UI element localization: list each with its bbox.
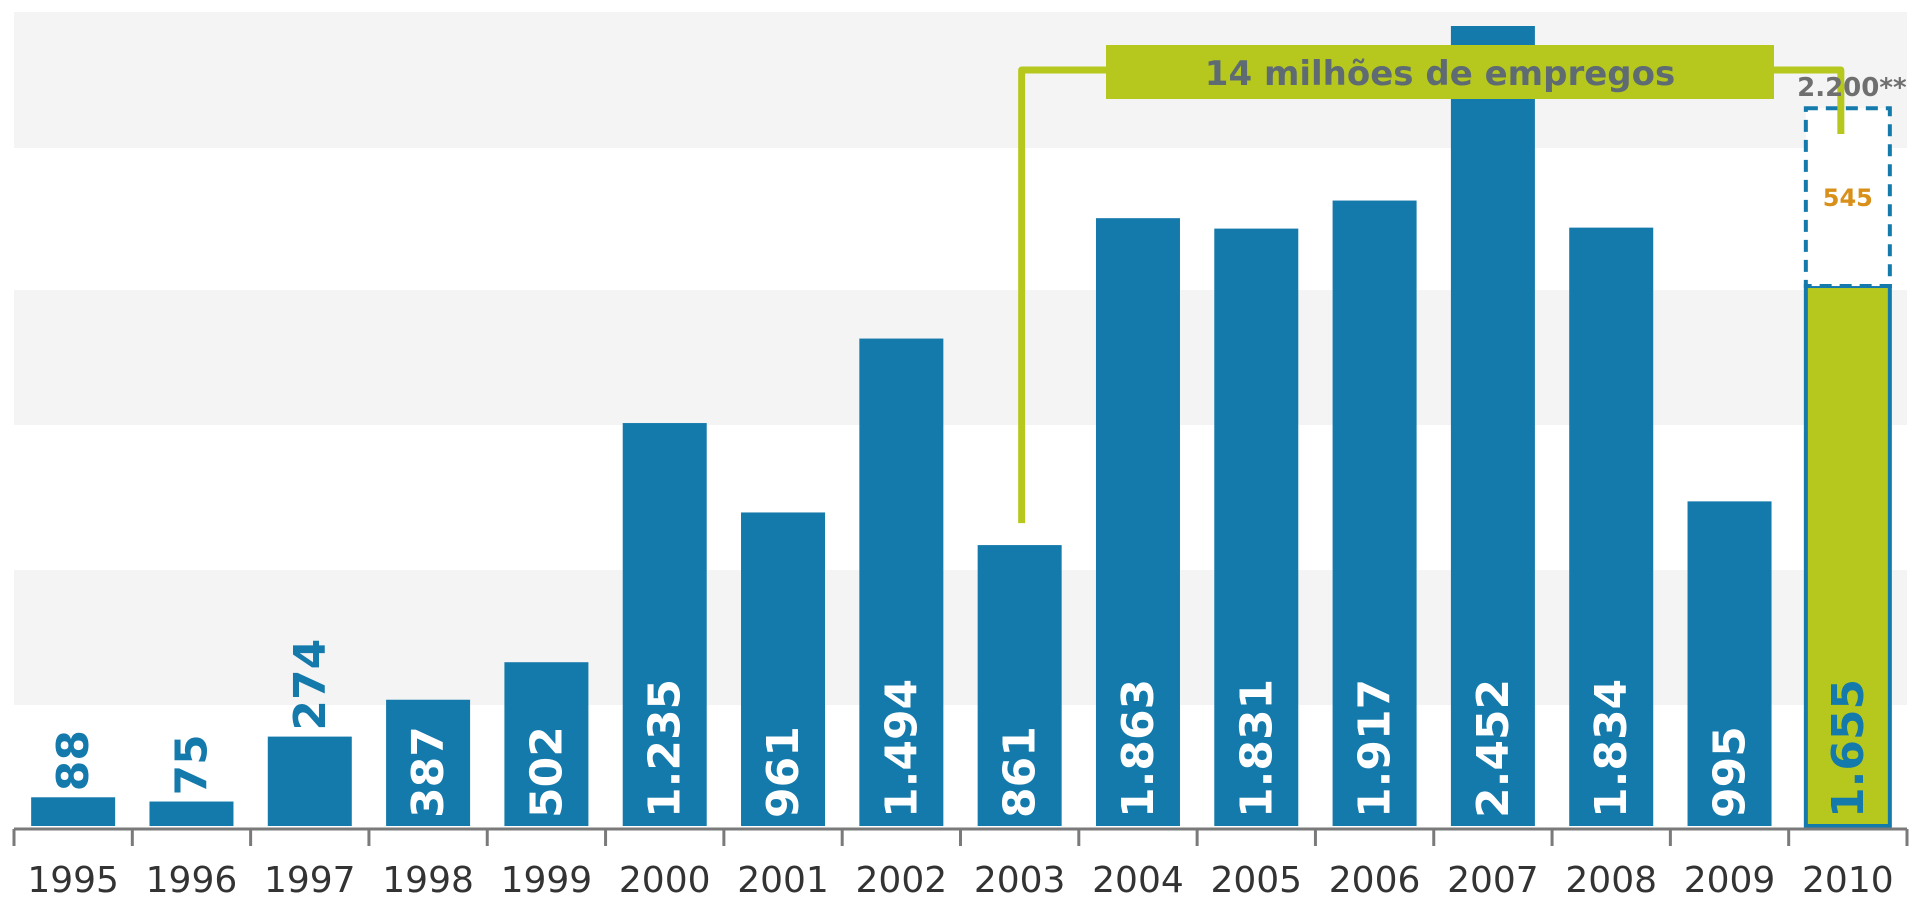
x-tick-label-2008: 2008	[1565, 860, 1657, 901]
bar-2010	[1803, 284, 1892, 828]
annotation-group: 14 milhões de empregos	[1018, 45, 1845, 524]
bar-2008	[1569, 227, 1654, 826]
x-tick-label-1998: 1998	[382, 860, 474, 901]
value-label-2010: 1.655	[1823, 679, 1874, 818]
x-tick-label-2005: 2005	[1210, 860, 1302, 901]
value-label-2002: 1.494	[876, 679, 927, 818]
bar-1996	[149, 801, 234, 826]
x-tick-label-2010: 2010	[1802, 860, 1894, 901]
x-tick-label-2001: 2001	[737, 860, 829, 901]
x-tick-label-1995: 1995	[27, 860, 119, 901]
value-label-2007: 2.452	[1468, 679, 1519, 818]
value-label-1998: 387	[403, 726, 454, 818]
value-label-2003: 861	[995, 726, 1046, 818]
bar-2000	[622, 423, 707, 826]
value-label-2004: 1.863	[1113, 679, 1164, 818]
projection-value-label: 545	[1823, 184, 1873, 212]
x-tick-label-2002: 2002	[856, 860, 948, 901]
bar-1995	[31, 797, 116, 826]
value-label-2009: 995	[1705, 726, 1756, 818]
x-tick-label-1997: 1997	[264, 860, 356, 901]
x-tick-label-2006: 2006	[1329, 860, 1421, 901]
x-tick-label-2009: 2009	[1684, 860, 1776, 901]
x-axis	[12, 827, 1909, 846]
bar-2001	[741, 512, 826, 826]
x-tick-label-1999: 1999	[501, 860, 593, 901]
value-label-2008: 1.834	[1586, 679, 1637, 818]
projection-total-label: 2.200**	[1797, 73, 1907, 103]
bar-2003	[977, 545, 1062, 826]
annotation-box	[1106, 45, 1774, 99]
value-label-1997: 274	[285, 639, 336, 731]
x-tick-label-2004: 2004	[1092, 860, 1184, 901]
bar-1997	[267, 736, 352, 826]
bar-2009	[1687, 501, 1772, 826]
bar-2002	[859, 338, 944, 826]
bar-2006	[1332, 200, 1417, 826]
bar-1999	[504, 662, 589, 826]
x-tick-label-2003: 2003	[974, 860, 1066, 901]
labels-group: 1995 1996 1997 1998 1999 2000 2001 2002 2003 2004…	[27, 73, 1907, 901]
value-label-2006: 1.917	[1350, 679, 1401, 818]
bars-group	[31, 26, 1892, 828]
value-label-1999: 502	[521, 726, 572, 818]
value-label-1996: 75	[166, 734, 217, 795]
value-label-1995: 88	[48, 730, 99, 791]
bar-2007	[1450, 26, 1535, 826]
value-label-2005: 1.831	[1231, 679, 1282, 818]
bar-2005	[1214, 228, 1299, 826]
value-label-2001: 961	[758, 726, 809, 818]
annotation-text: 14 milhões de empregos	[1205, 54, 1675, 94]
x-tick-label-2007: 2007	[1447, 860, 1539, 901]
projection-bar-2010	[1803, 106, 1892, 289]
x-tick-label-2000: 2000	[619, 860, 711, 901]
x-tick-label-1996: 1996	[146, 860, 238, 901]
bar-2004	[1095, 218, 1180, 826]
bar-1998	[386, 699, 471, 826]
value-label-2000: 1.235	[640, 679, 691, 818]
